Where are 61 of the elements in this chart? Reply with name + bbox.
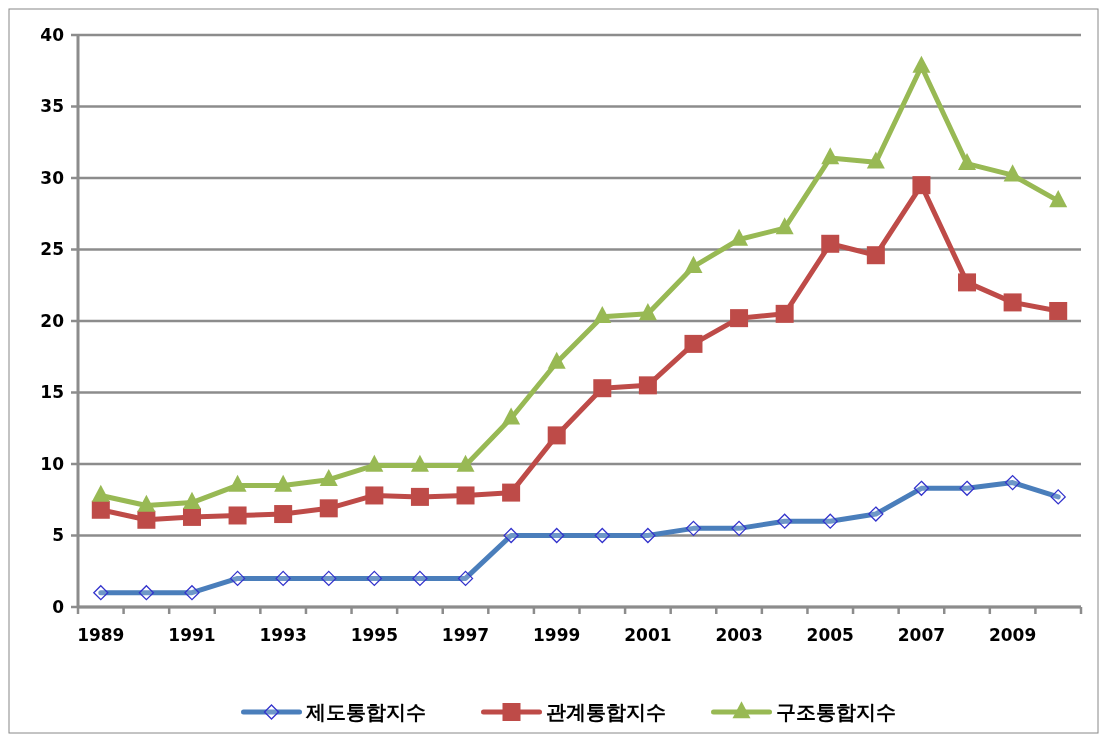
y-tick-label: 10 — [40, 453, 65, 474]
legend-label: 관계통합지수 — [545, 700, 666, 724]
point — [821, 234, 840, 253]
y-tick-label: 30 — [40, 167, 65, 188]
x-tick-label: 2001 — [624, 625, 672, 645]
point — [365, 486, 384, 505]
legend-label: 제도통합지수 — [304, 700, 426, 724]
point — [684, 334, 703, 353]
point — [684, 255, 703, 273]
y-tick-label: 20 — [40, 310, 65, 331]
point — [958, 273, 977, 292]
point — [866, 151, 885, 169]
point — [456, 454, 475, 472]
point — [365, 454, 384, 472]
point — [456, 486, 475, 505]
y-tick-label: 25 — [40, 239, 64, 260]
y-tick-label: 35 — [40, 96, 64, 117]
y-tick-label: 15 — [40, 382, 64, 403]
point — [1003, 164, 1022, 182]
y-tick-label: 0 — [52, 596, 65, 617]
x-tick-label: 1993 — [259, 625, 307, 645]
point — [912, 55, 931, 73]
x-tick-label: 1991 — [168, 625, 216, 645]
x-tick-label: 2007 — [897, 625, 946, 645]
x-tick-label: 1997 — [441, 625, 490, 645]
x-tick-label: 1989 — [77, 625, 125, 645]
point — [775, 304, 794, 323]
y-tick-label: 40 — [40, 24, 65, 45]
point — [319, 499, 338, 518]
point — [1049, 190, 1068, 208]
point — [547, 351, 566, 369]
x-tick-label: 1999 — [533, 625, 581, 645]
point — [502, 483, 521, 502]
legend-label: 구조통합지수 — [775, 700, 896, 724]
x-tick-label: 1995 — [350, 625, 398, 645]
point — [1049, 301, 1068, 320]
point — [638, 303, 657, 321]
point — [319, 468, 338, 487]
point — [593, 379, 612, 398]
point — [730, 228, 749, 246]
point — [274, 505, 293, 524]
x-tick-label: 2003 — [715, 625, 763, 645]
x-tick-label: 2009 — [988, 625, 1037, 645]
point — [821, 147, 840, 165]
point — [547, 426, 566, 445]
point — [1003, 293, 1022, 312]
point — [958, 152, 977, 170]
point — [410, 487, 429, 506]
point — [410, 454, 429, 472]
point — [137, 510, 156, 529]
point — [228, 506, 247, 525]
point — [91, 500, 110, 519]
x-tick-label: 2005 — [806, 625, 854, 645]
point — [638, 376, 657, 395]
point — [730, 309, 749, 328]
y-tick-label: 5 — [52, 525, 64, 546]
point — [182, 507, 201, 526]
point — [593, 305, 612, 324]
point — [775, 217, 794, 235]
point — [866, 246, 885, 265]
point — [502, 407, 521, 425]
